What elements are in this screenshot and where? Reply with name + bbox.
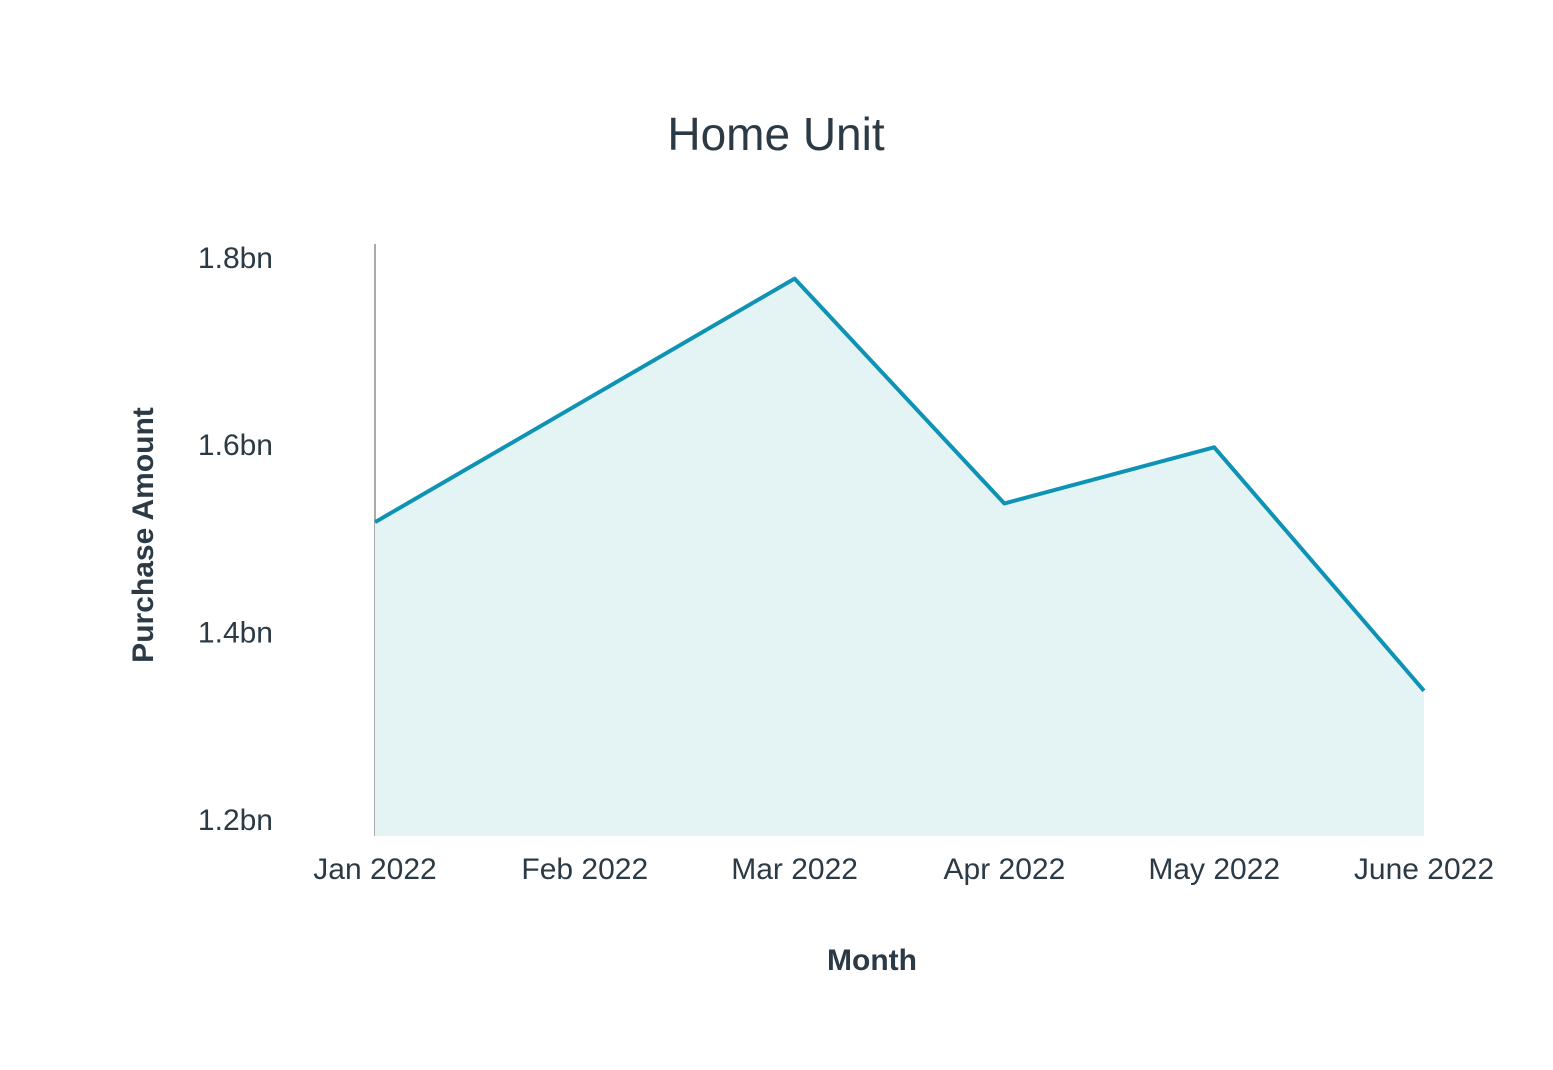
area [375, 278, 1424, 837]
y-tick-label: 1.4bn [198, 617, 273, 650]
x-tick-label: Mar 2022 [731, 853, 858, 886]
x-axis-label: Month [827, 944, 917, 977]
x-tick-label: June 2022 [1354, 853, 1494, 886]
line [373, 276, 1426, 693]
y-tick-label: 1.2bn [198, 804, 273, 837]
y-tick-label: 1.8bn [198, 242, 273, 275]
x-tick-label: Apr 2022 [944, 853, 1066, 886]
chart-title: Home Unit [667, 108, 885, 160]
x-tick-label: Jan 2022 [313, 853, 436, 886]
x-tick-label: May 2022 [1148, 853, 1280, 886]
y-tick-label: 1.6bn [198, 429, 273, 462]
x-tick-label: Feb 2022 [521, 853, 648, 886]
y-axis-label: Purchase Amount [127, 407, 160, 663]
